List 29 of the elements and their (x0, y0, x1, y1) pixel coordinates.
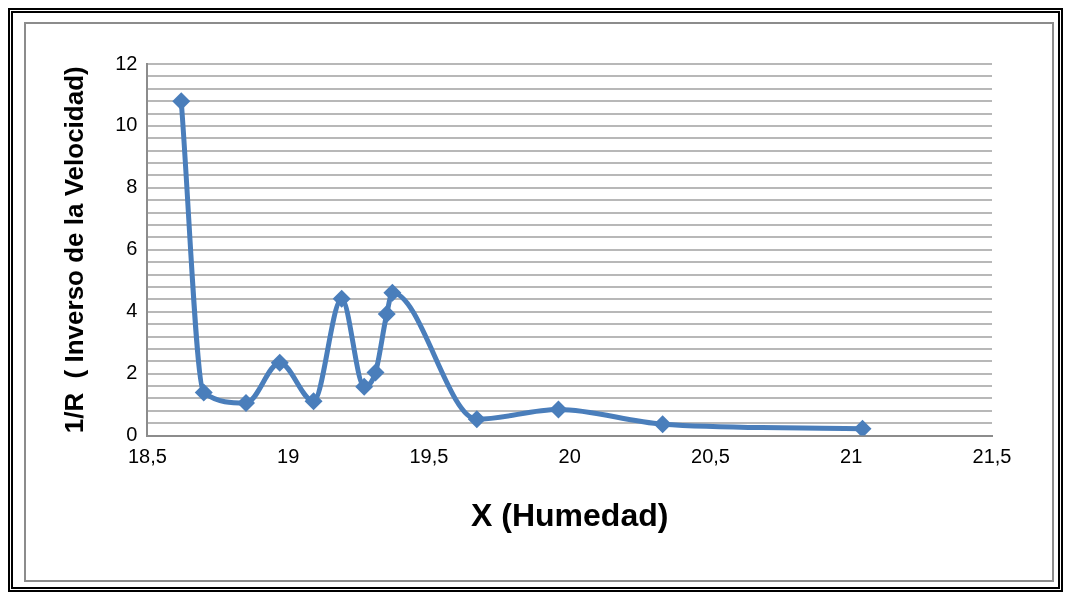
point (270, 353, 289, 372)
point (332, 289, 351, 308)
point (304, 392, 323, 411)
y-tick-label: 0 (126, 423, 138, 446)
point (194, 383, 213, 402)
y-tick-label: 4 (126, 299, 138, 322)
point (467, 410, 486, 429)
point (355, 377, 374, 396)
x-tick-label: 19,5 (409, 445, 449, 468)
point (172, 92, 191, 111)
x-tick-label: 19 (277, 445, 300, 468)
x-axis-title: X (Humedad) (471, 496, 669, 533)
x-tick-label: 20 (558, 445, 581, 468)
y-tick-label: 12 (115, 51, 138, 74)
x-tick-label: 21,5 (972, 445, 1012, 468)
y-axis-title: 1/R ( Inverso de la Velocidad) (58, 66, 89, 434)
x-tick-label: 20,5 (691, 445, 730, 468)
point (853, 419, 872, 436)
point (366, 363, 385, 382)
point (383, 283, 402, 302)
x-tick-label: 18,5 (127, 445, 167, 468)
x-tick-label: 21 (840, 445, 863, 468)
point (549, 400, 568, 419)
point (377, 304, 396, 323)
y-tick-label: 8 (126, 175, 138, 198)
y-tick-label: 10 (115, 113, 138, 136)
point (653, 415, 672, 434)
y-tick-label: 2 (126, 361, 138, 384)
y-tick-label: 6 (126, 237, 138, 260)
